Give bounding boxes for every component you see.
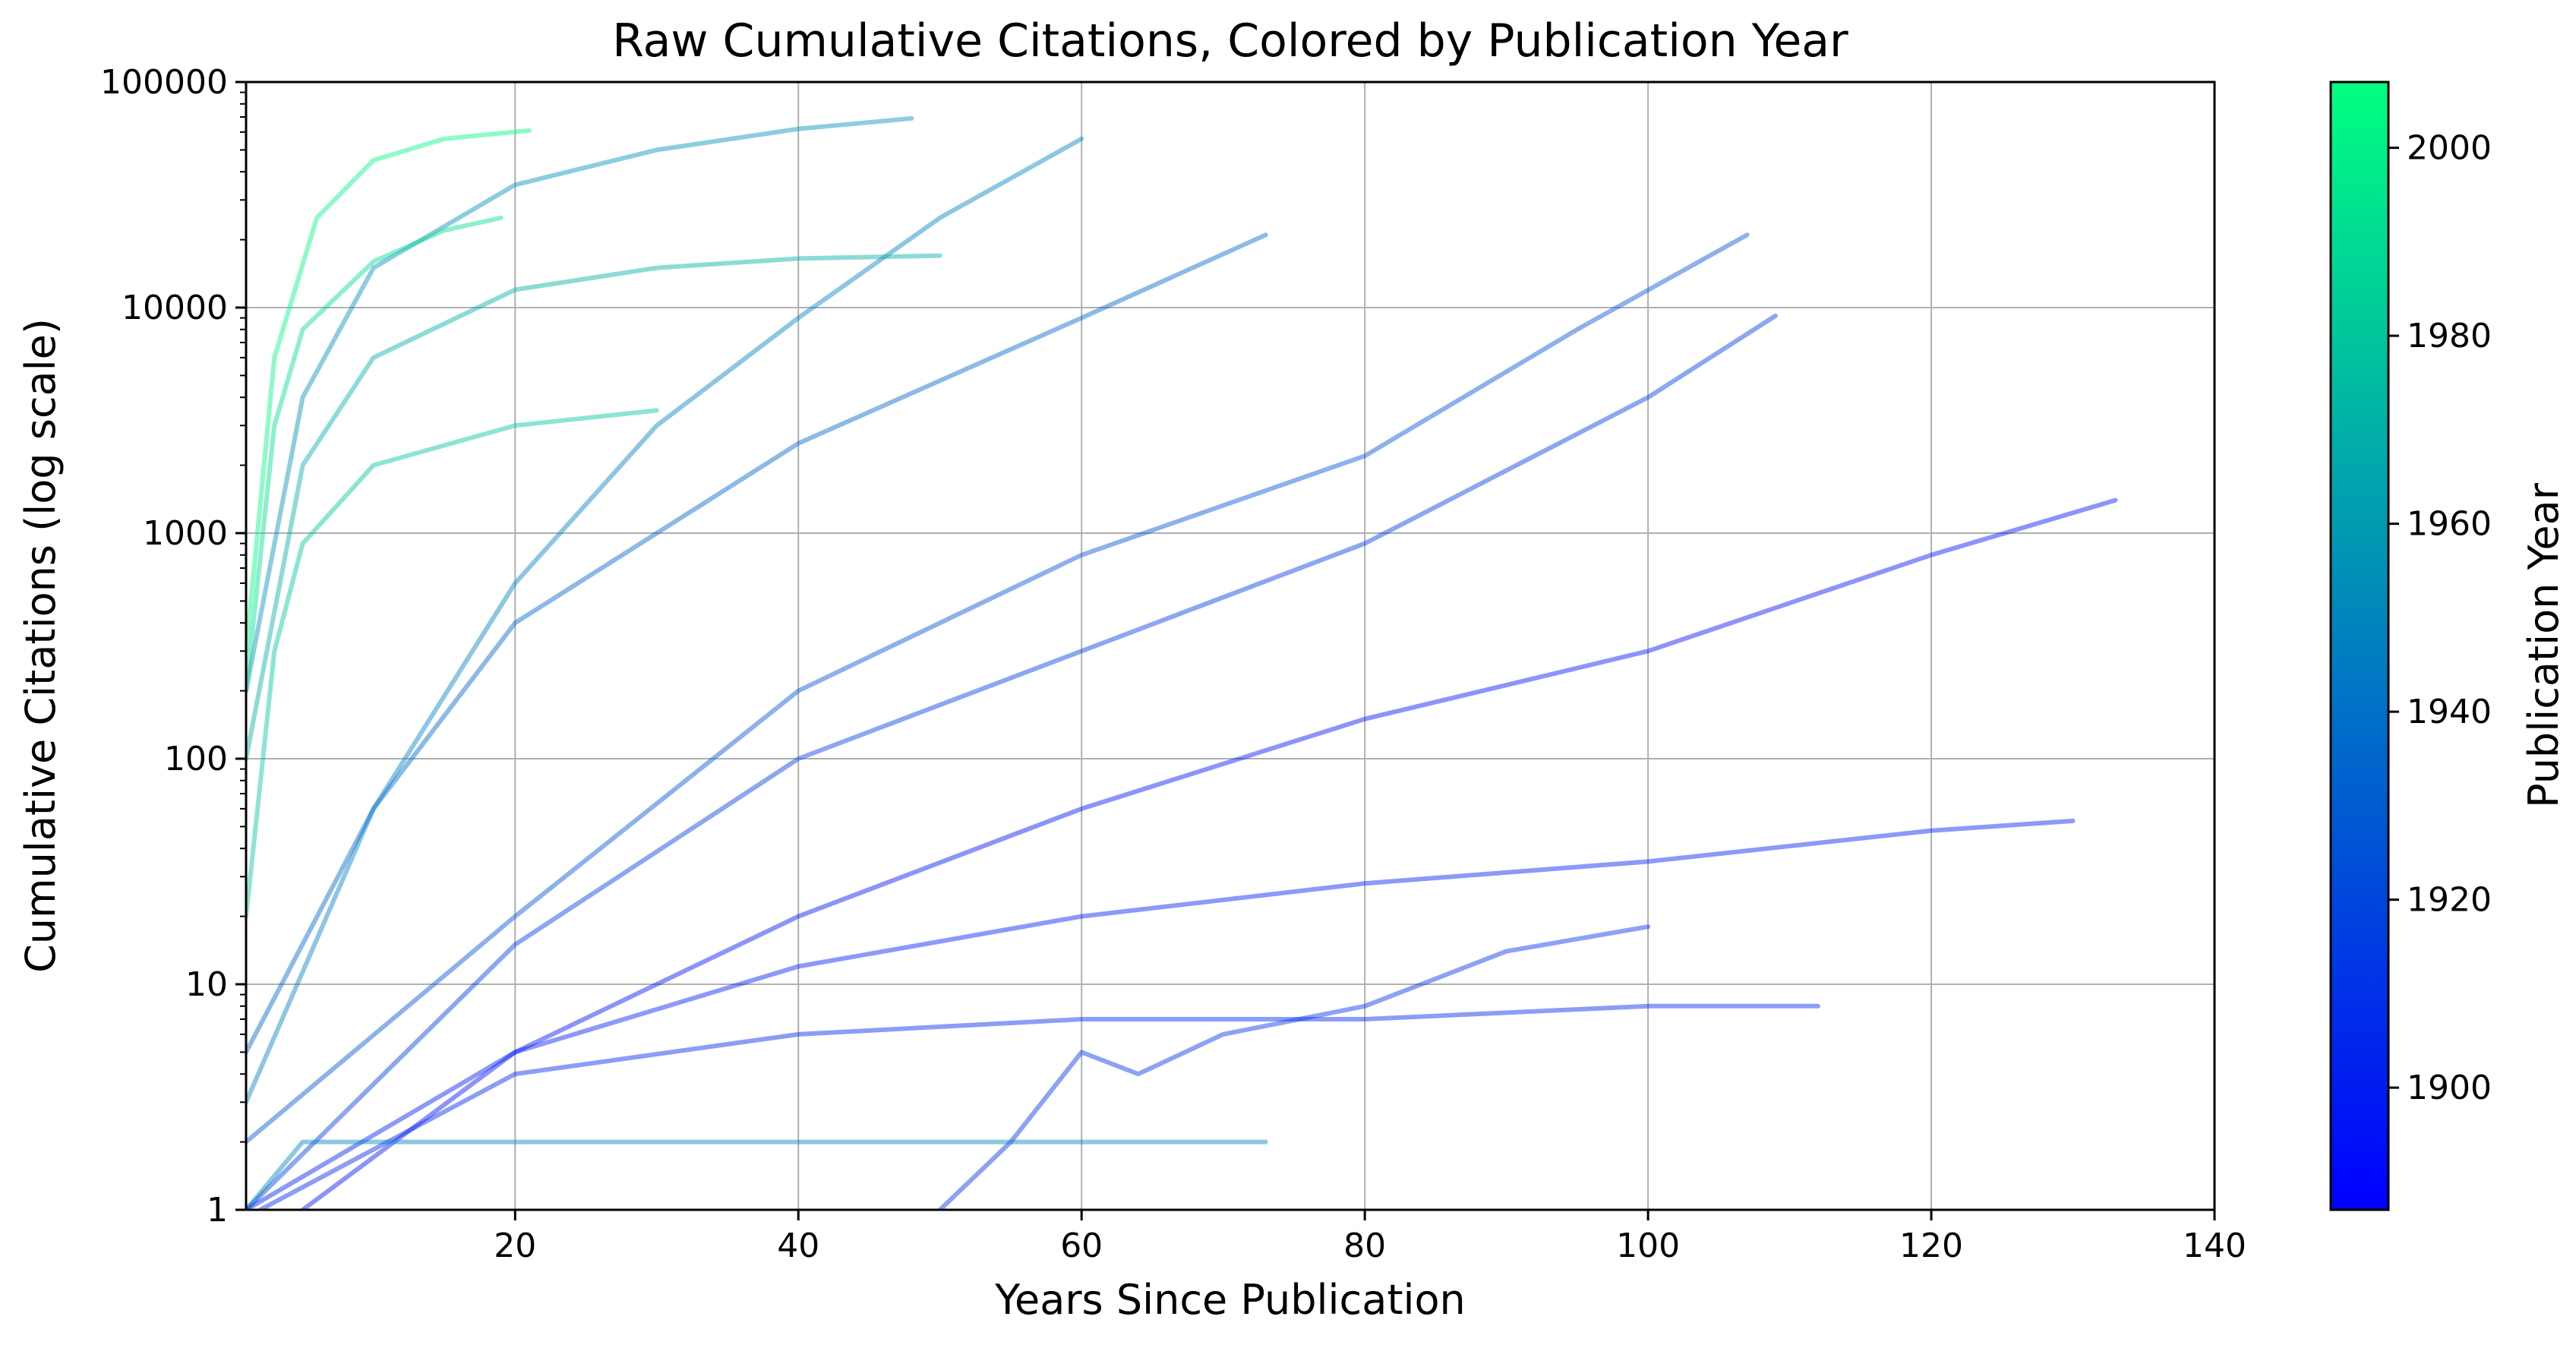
- colorbar-tick-label: 2000: [2407, 129, 2492, 168]
- x-axis-label: Years Since Publication: [994, 1276, 1466, 1324]
- colorbar-tick-label: 1980: [2407, 317, 2492, 355]
- series-line: [246, 115, 914, 693]
- series-line: [300, 497, 2118, 1210]
- series-line: [246, 232, 1268, 1055]
- colorbar-tick-label: 1900: [2407, 1069, 2492, 1107]
- series-line: [937, 924, 1651, 1210]
- series-line: [246, 232, 1750, 1145]
- x-tick-label: 20: [494, 1227, 536, 1265]
- x-tick-label: 40: [777, 1227, 819, 1265]
- y-tick-label: 10000: [122, 289, 228, 327]
- y-tick-label: 1000: [143, 514, 228, 553]
- x-tick-label: 60: [1060, 1227, 1103, 1265]
- series-line: [246, 1139, 1268, 1210]
- series-line: [257, 1003, 1820, 1210]
- colorbar-tick-label: 1940: [2407, 693, 2492, 731]
- colorbar-tick-label: 1920: [2407, 881, 2492, 920]
- x-tick-label: 80: [1343, 1227, 1386, 1265]
- series-lines: [246, 115, 2118, 1210]
- y-tick-label: 10: [185, 965, 228, 1004]
- x-axis: 20 40 60 80 100 120 140: [494, 1210, 2246, 1265]
- y-axis-label: Cumulative Citations (log scale): [17, 318, 65, 973]
- x-tick-label: 100: [1616, 1227, 1680, 1265]
- y-tick-label: 100000: [100, 63, 228, 102]
- chart-title: Raw Cumulative Citations, Colored by Pub…: [612, 14, 1848, 68]
- y-axis: 1 10 100 1000 10000 100000: [100, 63, 246, 1230]
- plot-frame: [245, 81, 2216, 1211]
- colorbar-label: Publication Year: [2520, 482, 2568, 808]
- series-line: [246, 136, 1084, 1105]
- x-tick-label: 120: [1899, 1227, 1963, 1265]
- y-tick-label: 100: [164, 740, 228, 778]
- series-line: [246, 215, 504, 693]
- series-line: [246, 253, 942, 761]
- series-line: [246, 408, 659, 919]
- colorbar-tick-label: 1960: [2407, 505, 2492, 544]
- series-line: [246, 313, 1778, 1210]
- colorbar: [2329, 81, 2390, 1211]
- y-tick-label: 1: [207, 1191, 228, 1230]
- colorbar-ticks: 1900 1920 1940 1960 1980 2000: [2388, 129, 2492, 1107]
- series-line: [246, 818, 2076, 1210]
- series-line: [246, 128, 532, 654]
- x-tick-label: 140: [2183, 1227, 2246, 1265]
